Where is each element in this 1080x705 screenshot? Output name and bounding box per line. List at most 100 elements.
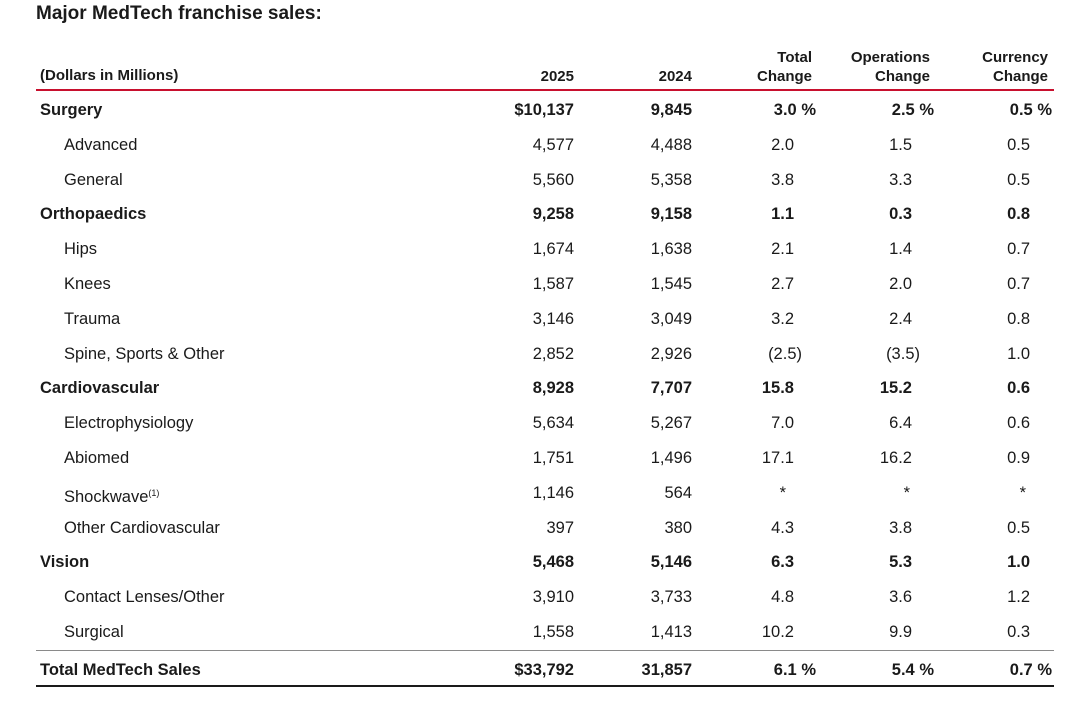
row-label: Surgery: [40, 101, 103, 119]
cell-2025: 5,468: [532, 553, 574, 572]
row-label: Electrophysiology: [64, 414, 194, 433]
row-label: Other Cardiovascular: [64, 518, 220, 537]
cell-2025: 8,928: [532, 379, 574, 398]
cell-2025: 1,751: [532, 448, 574, 467]
col-header-operations-change: Operations Change: [851, 48, 930, 86]
cell-2024: 3,733: [650, 588, 692, 607]
row-label: Abiomed: [64, 448, 130, 467]
cell-currency-change: 0.5: [1007, 135, 1030, 154]
row-label: Vision: [40, 553, 90, 572]
table-row-knees: Knees 1,587 1,545 2.7 2.0 0.7: [0, 265, 1080, 300]
col-header-total-change-line1: Total: [777, 49, 812, 66]
cell-total-change: 6.3: [771, 553, 794, 572]
footnote-marker: (1): [148, 487, 160, 498]
cell-total-change: 17.1: [761, 448, 794, 467]
col-header-total-change-line2: Change: [756, 68, 812, 85]
cell-total-change: 3.2: [771, 309, 794, 328]
cell-operations-change: 2.4: [889, 309, 912, 328]
cell-2025: 1,558: [532, 622, 574, 641]
cell-2024: 5,358: [650, 170, 692, 189]
row-label: Hips: [64, 240, 98, 259]
cell-currency-change: 0.6: [1007, 379, 1030, 398]
cell-operations-change: (3.5): [886, 344, 920, 363]
cell-total-change: 15.8: [761, 379, 794, 398]
cell-total-change: 3.0 %: [773, 101, 816, 119]
row-label: Contact Lenses/Other: [64, 588, 225, 607]
col-header-currency-change-line1: Currency: [982, 49, 1048, 66]
cell-currency-change: 1.0: [1007, 553, 1030, 572]
row-label: Total MedTech Sales: [40, 661, 201, 679]
col-header-2025: 2025: [540, 68, 574, 85]
col-header-2024: 2024: [658, 68, 692, 85]
col-header-operations-change-line1: Operations: [850, 49, 930, 66]
cell-operations-change: 9.9: [889, 622, 912, 641]
table-row-total-medtech-sales: Total MedTech Sales $33,792 31,857 6.1 %…: [0, 652, 1080, 686]
page-title: Major MedTech franchise sales:: [36, 3, 322, 24]
cell-operations-change: 3.8: [889, 518, 912, 537]
cell-2024: 31,857: [641, 661, 692, 679]
cell-operations-change: 1.5: [889, 135, 912, 154]
table-row-shockwave: Shockwave(1) 1,146 564 * * *: [0, 474, 1080, 509]
table-row-contact-lenses-other: Contact Lenses/Other 3,910 3,733 4.8 3.6…: [0, 578, 1080, 613]
cell-total-change: *: [779, 483, 786, 502]
cell-operations-change: 2.5 %: [891, 101, 934, 119]
cell-2024: 1,638: [650, 240, 692, 259]
cell-2025: 1,587: [532, 274, 574, 293]
table-row-trauma: Trauma 3,146 3,049 3.2 2.4 0.8: [0, 300, 1080, 335]
cell-total-change: 4.3: [771, 518, 794, 537]
cell-currency-change: 0.6: [1007, 414, 1030, 433]
cell-currency-change: 0.9: [1007, 448, 1030, 467]
cell-currency-change: 0.5: [1007, 518, 1030, 537]
cell-currency-change: 0.3: [1007, 622, 1030, 641]
table-row-general: General 5,560 5,358 3.8 3.3 0.5: [0, 161, 1080, 196]
table-row-electrophysiology: Electrophysiology 5,634 5,267 7.0 6.4 0.…: [0, 404, 1080, 439]
table-row-cardiovascular: Cardiovascular 8,928 7,707 15.8 15.2 0.6: [0, 369, 1080, 404]
cell-currency-change: 0.7: [1007, 274, 1030, 293]
row-label: Shockwave: [64, 487, 149, 506]
cell-operations-change: 5.3: [889, 553, 912, 572]
cell-currency-change: 1.0: [1007, 344, 1030, 363]
cell-currency-change: 0.7 %: [1009, 661, 1052, 679]
cell-2024: 9,845: [650, 101, 692, 119]
cell-currency-change: 0.8: [1007, 205, 1030, 224]
cell-2025: 5,634: [532, 414, 574, 433]
cell-2025: 397: [546, 518, 574, 537]
cell-2025: 1,146: [532, 483, 574, 502]
cell-operations-change: 3.3: [889, 170, 912, 189]
cell-2024: 380: [664, 518, 692, 537]
cell-total-change: 2.1: [771, 240, 794, 259]
cell-currency-change: 0.5 %: [1009, 101, 1052, 119]
cell-2024: 5,146: [650, 553, 692, 572]
cell-operations-change: 2.0: [889, 274, 912, 293]
cell-2025: $33,792: [514, 661, 574, 679]
cell-2024: 7,707: [650, 379, 692, 398]
cell-total-change: 3.8: [771, 170, 794, 189]
cell-2024: 1,413: [650, 622, 692, 641]
cell-2024: 4,488: [650, 135, 692, 154]
table-row-vision: Vision 5,468 5,146 6.3 5.3 1.0: [0, 543, 1080, 578]
row-label: Spine, Sports & Other: [64, 344, 225, 363]
cell-2024: 1,496: [650, 448, 692, 467]
cell-2025: 9,258: [532, 205, 574, 224]
cell-2025: $10,137: [514, 101, 574, 119]
row-label: Knees: [64, 274, 111, 293]
cell-total-change: 1.1: [771, 205, 794, 224]
table-row-abiomed: Abiomed 1,751 1,496 17.1 16.2 0.9: [0, 439, 1080, 474]
cell-operations-change: 0.3: [889, 205, 912, 224]
row-label: Surgical: [64, 622, 124, 641]
row-label-wrap: Shockwave(1): [64, 483, 159, 507]
cell-total-change: 4.8: [771, 588, 794, 607]
cell-2024: 564: [664, 483, 692, 502]
table-row-advanced: Advanced 4,577 4,488 2.0 1.5 0.5: [0, 126, 1080, 161]
cell-total-change: (2.5): [768, 344, 802, 363]
cell-operations-change: 3.6: [889, 588, 912, 607]
cell-total-change: 10.2: [761, 622, 794, 641]
cell-2025: 3,146: [532, 309, 574, 328]
units-label: (Dollars in Millions): [40, 67, 179, 84]
cell-2025: 3,910: [532, 588, 574, 607]
cell-currency-change: 1.2: [1007, 588, 1030, 607]
table-row-surgery: Surgery $10,137 9,845 3.0 % 2.5 % 0.5 %: [0, 91, 1080, 126]
table-row-hips: Hips 1,674 1,638 2.1 1.4 0.7: [0, 230, 1080, 265]
cell-2025: 2,852: [532, 344, 574, 363]
col-header-total-change: Total Change: [757, 48, 812, 86]
